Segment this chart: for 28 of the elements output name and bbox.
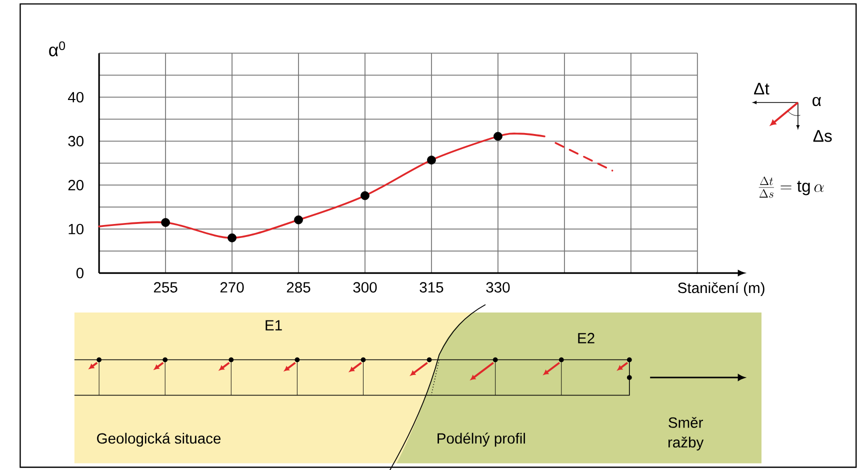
x-tick-label: 315: [420, 282, 444, 292]
x-tick-label: 300: [353, 282, 377, 292]
point: [228, 233, 236, 242]
y-tick-label: 30: [68, 136, 84, 146]
y-tick-label: 40: [68, 92, 84, 102]
y-tick-label: 20: [68, 180, 84, 190]
y-axis-title: α$^{0}$: [49, 41, 66, 56]
text: α: [812, 96, 822, 106]
text: Podélný profil: [438, 432, 525, 447]
text: E1: [266, 320, 282, 330]
text: Δt: [754, 82, 770, 94]
text: E2: [578, 332, 594, 344]
point: [494, 132, 502, 141]
x-tick-label: 285: [286, 282, 310, 292]
y-tick-label: 10: [68, 224, 84, 234]
text: Δs: [813, 130, 832, 142]
x-axis-title: Staničení (m): [678, 282, 764, 296]
text: Směr ražby: [668, 416, 704, 450]
y-tick-label: 0: [76, 268, 84, 278]
x-tick-label: 270: [220, 282, 244, 292]
text: $\frac{\Delta t}{\Delta s} = \mathrm{tg}\,\alpha$: [758, 176, 824, 198]
text: Geologická situace: [97, 432, 221, 447]
point: [161, 218, 170, 227]
x-tick-label: 255: [154, 282, 178, 292]
point: [427, 156, 436, 164]
point: [360, 191, 370, 200]
point: [294, 215, 303, 224]
x-tick-label: 330: [486, 282, 510, 292]
